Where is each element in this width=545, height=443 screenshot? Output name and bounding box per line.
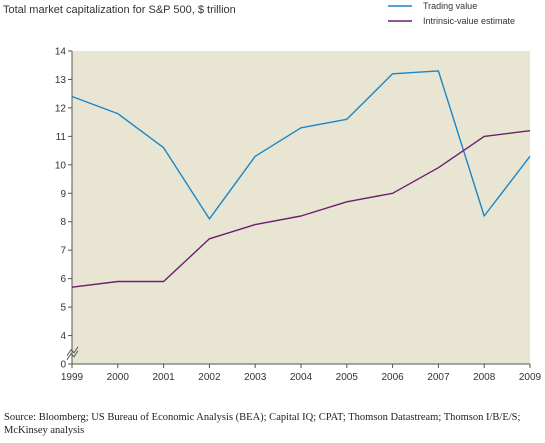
y-tick-label: 5: [60, 303, 66, 314]
x-tick-label: 2004: [290, 372, 313, 383]
y-tick-label: 8: [60, 217, 66, 228]
y-tick-label: 6: [60, 274, 66, 285]
y-axis: 0 4 5 6 7 8 9 10 11 12 13 14: [55, 47, 73, 371]
y-tick-label: 0: [60, 360, 66, 371]
y-tick-label: 4: [60, 331, 66, 342]
x-tick-label: 2009: [519, 372, 542, 383]
y-tick-label: 10: [55, 160, 67, 171]
x-tick-label: 2001: [152, 372, 175, 383]
source-note: Source: Bloomberg; US Bureau of Economic…: [4, 412, 521, 436]
plot-area: [72, 51, 530, 364]
y-tick-label: 9: [60, 189, 66, 200]
y-tick-label: 13: [55, 75, 67, 86]
series-line-intrinsic-value: [71, 130, 531, 288]
x-tick-label: 1999: [61, 372, 84, 383]
x-tick-label: 2000: [107, 372, 130, 383]
chart-title: Total market capitalization for S&P 500,…: [3, 4, 236, 16]
x-axis: 1999 2000 2001 2002 2003 2004 2005 2006 2007 2008…: [61, 363, 542, 383]
x-tick-label: 2007: [427, 372, 450, 383]
legend-label-intrinsic-value: Intrinsic-value estimate: [423, 16, 515, 26]
y-tick-label: 12: [55, 103, 67, 114]
y-tick-label: 7: [60, 246, 66, 257]
x-tick-label: 2005: [336, 372, 359, 383]
x-tick-label: 2008: [473, 372, 496, 383]
x-tick-label: 2003: [244, 372, 267, 383]
axis-break-mark: [66, 350, 79, 361]
legend-label-trading-value: Trading value: [423, 1, 477, 11]
axis-break-mark: [66, 346, 79, 357]
x-tick-label: 2002: [198, 372, 221, 383]
y-tick-label: 11: [56, 132, 67, 143]
y-tick-label: 14: [55, 47, 67, 58]
x-tick-label: 2006: [381, 372, 404, 383]
series-layer: [71, 70, 531, 288]
series-line-trading-value: [71, 70, 531, 220]
legend: Trading value Intrinsic-value estimate: [388, 1, 515, 26]
axis-break-icon: [66, 346, 79, 361]
